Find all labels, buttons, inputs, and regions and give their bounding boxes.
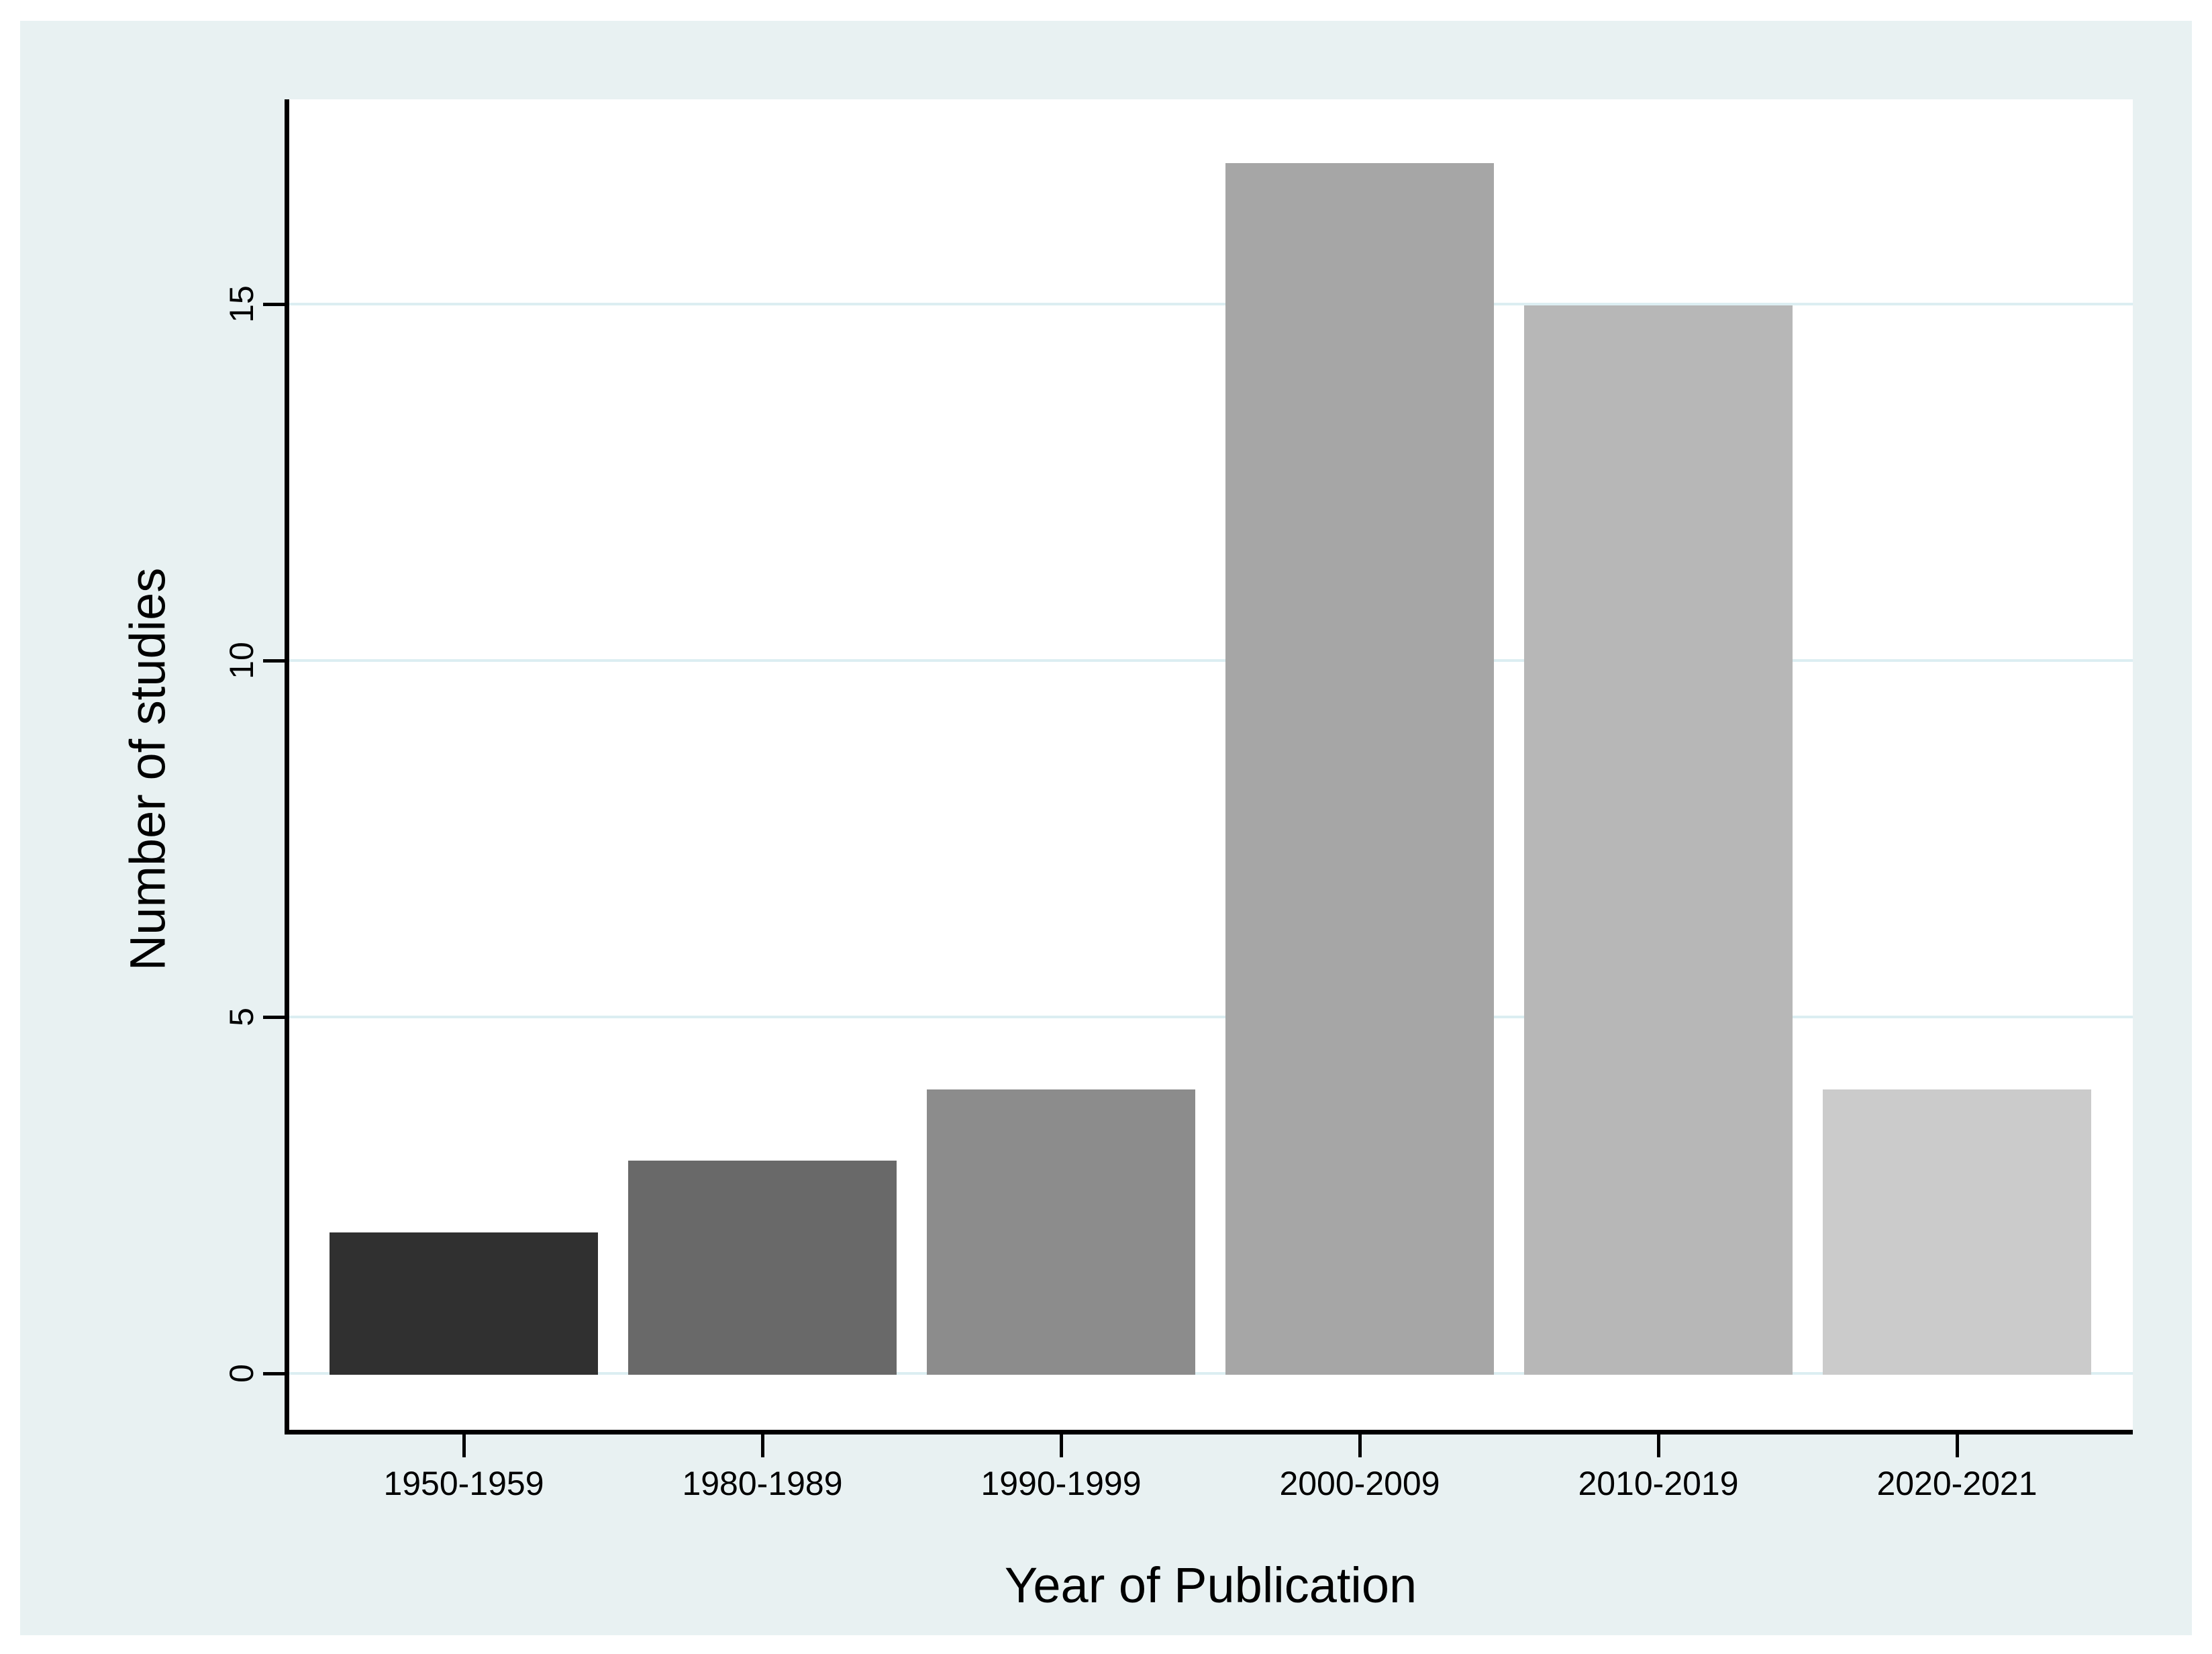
y-tick-10 — [263, 659, 285, 663]
gridline-y5 — [289, 1016, 2133, 1018]
x-tick-2000-2009 — [1358, 1434, 1362, 1457]
bar-1990-1999 — [927, 1089, 1195, 1375]
y-tick-5 — [263, 1015, 285, 1019]
x-tick-label-2010-2019: 2010-2019 — [1578, 1465, 1739, 1502]
x-tick-2010-2019 — [1656, 1434, 1660, 1457]
x-tick-label-2000-2009: 2000-2009 — [1279, 1465, 1440, 1502]
gridline-y10 — [289, 659, 2133, 662]
x-tick-label-1990-1999: 1990-1999 — [981, 1465, 1142, 1502]
gridline-y0 — [289, 1372, 2133, 1375]
y-axis-title: Number of studies — [119, 567, 176, 971]
x-tick-label-2020-2021: 2020-2021 — [1876, 1465, 2038, 1502]
y-tick-label-5: 5 — [223, 1008, 260, 1026]
x-tick-label-1950-1959: 1950-1959 — [383, 1465, 544, 1502]
bar-2010-2019 — [1524, 305, 1793, 1375]
y-tick-15 — [263, 302, 285, 306]
y-tick-label-15: 15 — [223, 285, 260, 323]
bar-1980-1989 — [628, 1161, 897, 1375]
x-axis-title: Year of Publication — [1004, 1557, 1417, 1613]
x-tick-1980-1989 — [760, 1434, 764, 1457]
x-tick-label-1980-1989: 1980-1989 — [682, 1465, 843, 1502]
gridline-y15 — [289, 303, 2133, 305]
bar-2000-2009 — [1225, 162, 1494, 1375]
x-tick-1990-1999 — [1059, 1434, 1063, 1457]
chart-panel: 0 5 10 15 1950-1959 1980-1989 1990-1999 2000-2… — [20, 21, 2192, 1635]
plot-area — [285, 99, 2133, 1434]
bar-2020-2021 — [1823, 1089, 2091, 1375]
y-tick-0 — [263, 1371, 285, 1375]
x-tick-1950-1959 — [462, 1434, 466, 1457]
y-tick-label-0: 0 — [223, 1364, 260, 1383]
bar-1950-1959 — [330, 1232, 598, 1375]
x-tick-2020-2021 — [1955, 1434, 1959, 1457]
y-tick-label-10: 10 — [223, 642, 260, 679]
